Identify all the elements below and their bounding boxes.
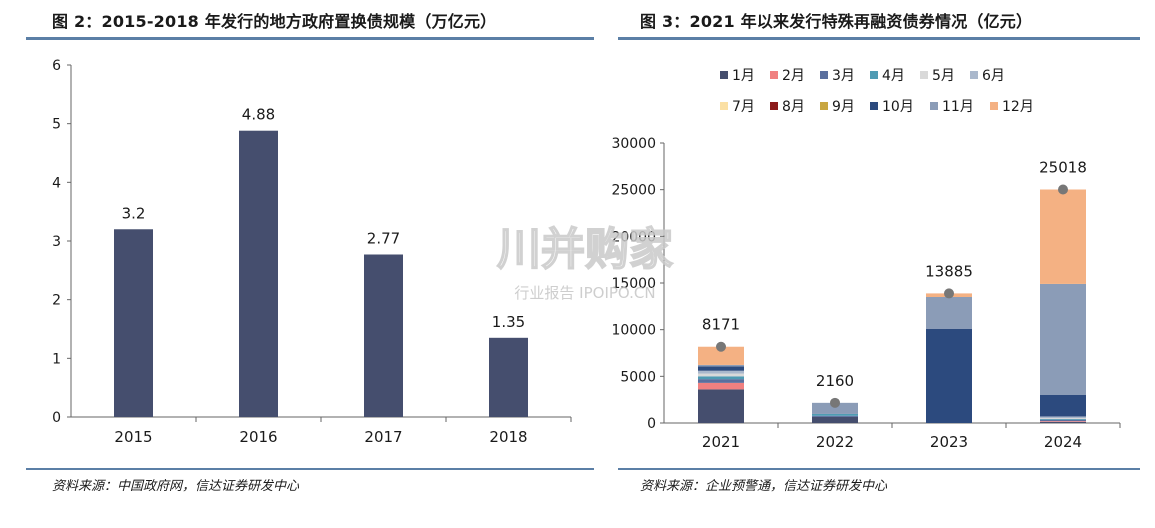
stack-segment-2021-4月 — [698, 376, 744, 380]
legend-label-2月: 2月 — [782, 68, 805, 84]
left-y-tick-label: 6 — [52, 58, 61, 74]
legend-label-9月: 9月 — [832, 99, 855, 115]
legend-swatch-9月 — [820, 102, 828, 110]
stack-segment-2024-10月 — [1040, 395, 1086, 417]
stack-segment-2024-5月 — [1040, 418, 1086, 419]
legend-label-6月: 6月 — [982, 68, 1005, 84]
legend-swatch-4月 — [870, 71, 878, 79]
left-footer-rule — [26, 468, 594, 470]
stack-segment-2024-4月 — [1040, 418, 1086, 420]
right-y-tick-label: 30000 — [611, 136, 656, 152]
legend-label-12月: 12月 — [1002, 99, 1034, 115]
stack-segment-2021-1月 — [698, 389, 744, 423]
total-label-2023: 13885 — [925, 262, 973, 280]
right-x-tick-label: 2023 — [930, 433, 968, 451]
legend-swatch-7月 — [720, 102, 728, 110]
legend-swatch-3月 — [820, 71, 828, 79]
left-y-tick-label: 0 — [52, 410, 61, 426]
left-x-tick-label: 2018 — [489, 428, 527, 446]
legend-label-5月: 5月 — [932, 68, 955, 84]
right-y-tick-label: 5000 — [620, 369, 656, 385]
left-bar-2017 — [364, 254, 403, 417]
left-chart: 0 1 2 3 4 5 6 3.2 2015 4.88 2016 2.77 2017 1.35 2018 — [52, 58, 572, 446]
right-y-tick-label: 10000 — [611, 323, 656, 339]
total-marker-2021 — [716, 341, 726, 352]
right-chart-title: 图 3：2021 年以来发行特殊再融资债券情况（亿元） — [640, 12, 1033, 31]
right-y-tick-label: 0 — [647, 416, 656, 432]
stack-segment-2021-11月 — [698, 364, 744, 367]
stack-segment-2021-3月 — [698, 379, 744, 383]
stack-segment-2024-11月 — [1040, 283, 1086, 395]
stack-segment-2024-2月 — [1040, 421, 1086, 422]
stack-segment-2022-11月 — [812, 402, 858, 414]
stack-segment-2021-12月 — [698, 346, 744, 365]
stack-segment-2022-3月 — [812, 415, 858, 417]
legend-swatch-8月 — [770, 102, 778, 110]
left-y-tick-label: 4 — [52, 175, 61, 191]
legend-swatch-12月 — [990, 102, 998, 110]
legend-label-3月: 3月 — [832, 68, 855, 84]
right-source-note: 资料来源：企业预警通，信达证券研发中心 — [640, 479, 888, 494]
legend-label-11月: 11月 — [942, 99, 974, 115]
total-label-2022: 2160 — [816, 372, 854, 390]
left-x-tick-label: 2017 — [364, 428, 402, 446]
stack-segment-2024-3月 — [1040, 419, 1086, 422]
legend-swatch-11月 — [930, 102, 938, 110]
stack-segment-2021-5月 — [698, 373, 744, 377]
legend-swatch-5月 — [920, 71, 928, 79]
left-x-tick-label: 2016 — [239, 428, 277, 446]
total-marker-2024 — [1058, 184, 1068, 195]
legend-label-7月: 7月 — [732, 99, 755, 115]
stack-segment-2022-4月 — [812, 413, 858, 416]
left-y-tick-label: 2 — [52, 293, 61, 309]
left-y-tick-label: 1 — [52, 351, 61, 367]
stack-segment-2023-11月 — [926, 297, 972, 329]
legend-label-1月: 1月 — [732, 68, 755, 84]
total-label-2024: 25018 — [1039, 158, 1087, 176]
left-chart-title: 图 2：2015-2018 年发行的地方政府置换债规模（万亿元） — [52, 12, 497, 31]
total-marker-2022 — [830, 397, 840, 408]
right-title-rule — [618, 37, 1140, 40]
left-y-tick-label: 5 — [52, 117, 61, 133]
left-data-label: 3.2 — [122, 204, 146, 222]
stack-segment-2021-2月 — [698, 382, 744, 390]
right-y-tick-label: 15000 — [611, 276, 656, 292]
stack-segment-2024-12月 — [1040, 189, 1086, 284]
left-data-label: 1.35 — [492, 313, 525, 331]
legend-swatch-2月 — [770, 71, 778, 79]
left-y-tick-label: 3 — [52, 234, 61, 250]
left-bar-2018 — [489, 337, 528, 417]
legend-swatch-6月 — [970, 71, 978, 79]
right-x-tick-label: 2021 — [702, 433, 740, 451]
total-label-2021: 8171 — [702, 316, 740, 334]
left-title-rule — [26, 37, 594, 40]
legend-label-10月: 10月 — [882, 99, 914, 115]
stack-segment-2024-6月 — [1040, 416, 1086, 419]
stack-segment-2021-6月 — [698, 370, 744, 374]
legend-swatch-1月 — [720, 71, 728, 79]
left-data-label: 4.88 — [242, 106, 275, 124]
left-bar-2015 — [114, 229, 153, 417]
total-marker-2023 — [944, 288, 954, 299]
legend-label-8月: 8月 — [782, 99, 805, 115]
right-chart: 1月 2月 3月 4月 5月 6月 7月 8月 9月 10月 11月 12月 0 5000 10000 150… — [611, 68, 1121, 451]
stack-segment-2023-10月 — [926, 328, 972, 423]
right-y-tick-label: 25000 — [611, 183, 656, 199]
right-x-tick-label: 2022 — [816, 433, 854, 451]
stack-segment-2024-1月 — [1040, 421, 1086, 423]
right-y-tick-label: 20000 — [611, 229, 656, 245]
left-x-tick-label: 2015 — [114, 428, 152, 446]
right-x-tick-label: 2024 — [1044, 433, 1082, 451]
legend-label-4月: 4月 — [882, 68, 905, 84]
left-bar-2016 — [239, 130, 278, 417]
stack-segment-2021-10月 — [698, 366, 744, 371]
left-source-note: 资料来源：中国政府网，信达证券研发中心 — [52, 479, 300, 494]
legend-swatch-10月 — [870, 102, 878, 110]
stack-segment-2022-1月 — [812, 416, 858, 423]
left-data-label: 2.77 — [367, 229, 400, 247]
right-footer-rule — [618, 468, 1140, 470]
